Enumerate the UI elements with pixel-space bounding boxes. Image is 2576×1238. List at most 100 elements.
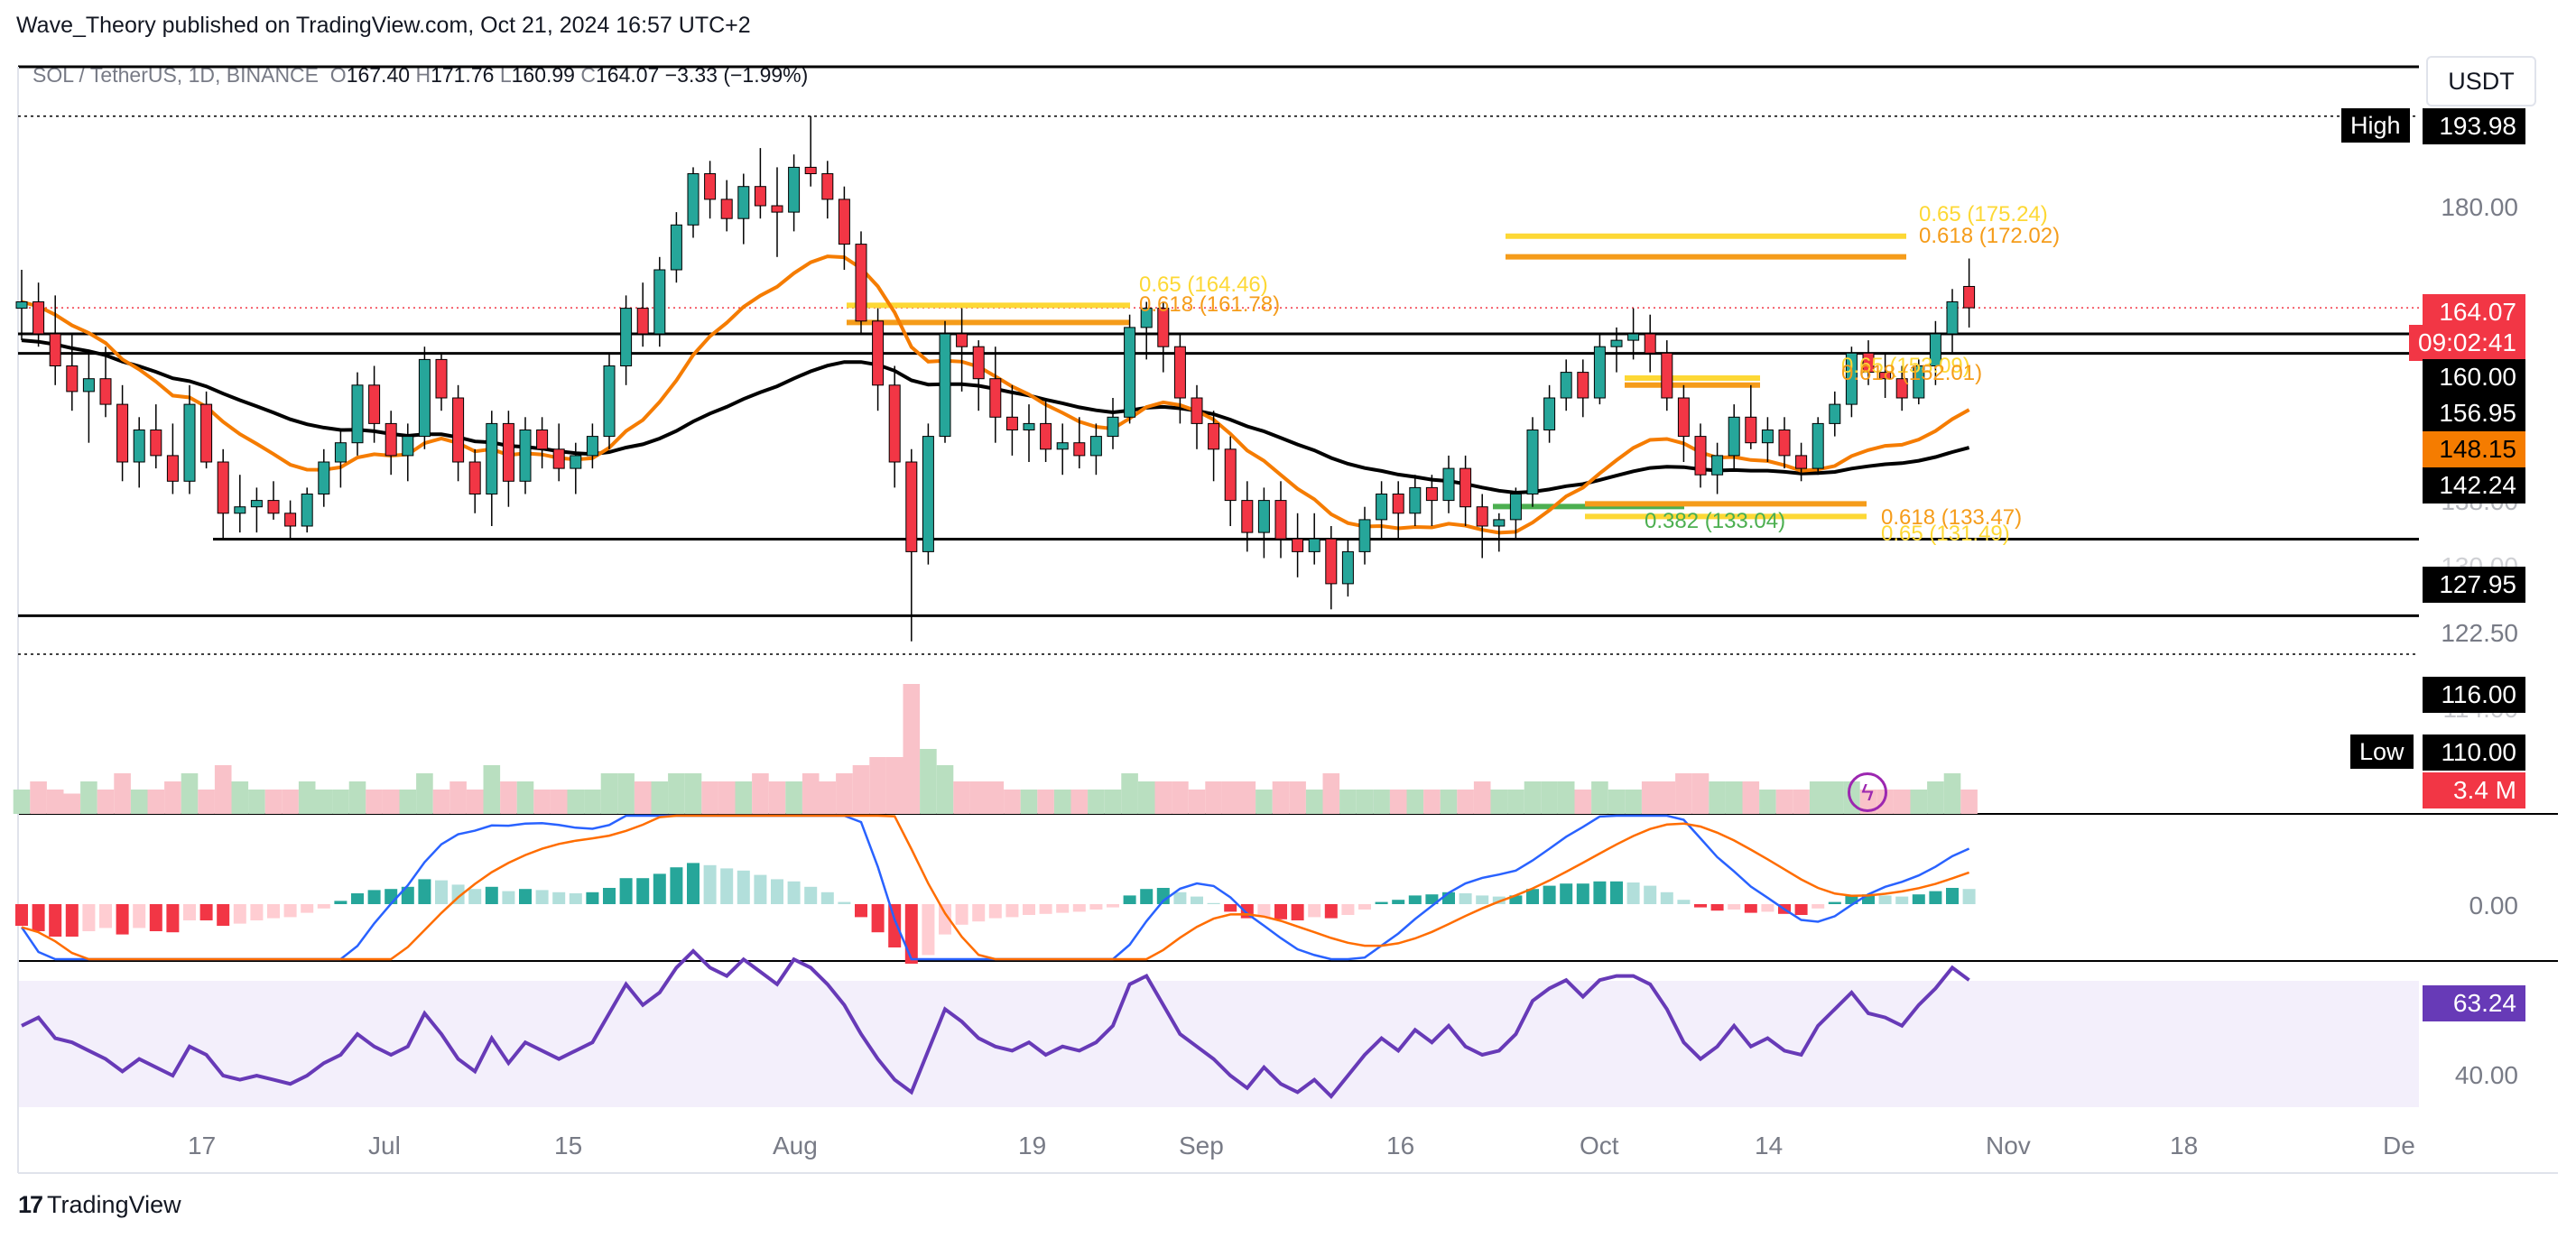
volume-bar: [584, 790, 601, 814]
macd-histogram-bar: [1560, 883, 1573, 904]
volume-bar: [1004, 790, 1021, 814]
macd-histogram-bar: [771, 879, 783, 904]
macd-histogram-bar: [787, 881, 801, 904]
candle-body: [1392, 494, 1404, 514]
volume-bar: [1272, 781, 1290, 814]
volume-bar: [885, 757, 903, 814]
currency-button[interactable]: USDT: [2426, 56, 2536, 106]
candle-body: [502, 422, 514, 482]
macd-histogram-bar: [199, 904, 213, 920]
fib-label-065-mid: 0.65 (164.46): [1139, 273, 1268, 297]
volume-bar: [1256, 790, 1273, 814]
candle-body: [1509, 494, 1522, 521]
macd-histogram-bar: [888, 904, 902, 947]
volume-bar: [768, 781, 786, 814]
candle-body: [1208, 422, 1220, 450]
macd-histogram-bar: [1358, 904, 1371, 910]
macd-histogram-bar: [367, 890, 381, 904]
macd-histogram-bar: [1660, 892, 1673, 904]
candle-body: [1577, 372, 1589, 399]
macd-histogram-bar: [1761, 904, 1774, 912]
volume-bar: [80, 781, 97, 814]
volume-bar: [1775, 790, 1793, 814]
volume-bar: [1793, 790, 1810, 814]
macd-histogram-bar: [133, 904, 146, 928]
macd-histogram-bar: [233, 904, 246, 924]
price-tick-180: 180.00: [2441, 193, 2518, 221]
macd-histogram-bar: [737, 870, 750, 904]
volume-bar: [399, 790, 417, 814]
macd-histogram-bar: [250, 904, 264, 920]
volume-bar: [1709, 781, 1726, 814]
candle-body: [956, 333, 968, 347]
low-title-tag: Low: [2350, 734, 2414, 769]
volume-bar: [449, 781, 467, 814]
fib-label-065-low: 0.65 (131.49): [1881, 522, 2010, 546]
macd-histogram-bar: [603, 888, 616, 904]
macd-histogram-bar: [1191, 896, 1203, 904]
candle-body: [570, 455, 582, 469]
candle-body: [1476, 506, 1488, 527]
macd-histogram-bar: [519, 889, 532, 904]
macd-histogram-bar: [636, 878, 650, 904]
macd-histogram-bar: [435, 880, 448, 904]
macd-histogram-bar: [855, 904, 867, 918]
volume-bar: [181, 773, 199, 814]
volume-bar: [1205, 781, 1222, 814]
candle-body: [1089, 436, 1102, 457]
macd-histogram-bar: [1173, 892, 1187, 904]
macd-histogram-bar: [670, 867, 683, 904]
volume-bar: [382, 790, 400, 814]
volume-bar: [1356, 790, 1374, 814]
macd-histogram-bar: [552, 892, 566, 904]
volume-bar: [1423, 790, 1441, 814]
candle-body: [133, 430, 145, 463]
macd-histogram-bar: [1509, 895, 1523, 904]
macd-histogram-bar: [1459, 893, 1472, 904]
volume-bar: [366, 790, 383, 814]
macd-histogram-bar: [1392, 900, 1405, 904]
volume-bar: [1053, 790, 1071, 814]
macd-histogram-bar: [1156, 888, 1170, 904]
candle-body: [1761, 430, 1774, 444]
macd-histogram-bar: [301, 904, 314, 913]
volume-bar: [1541, 781, 1558, 814]
candle-body: [788, 166, 801, 213]
low-value-tag: 110.00: [2423, 734, 2525, 771]
volume-bar: [164, 781, 181, 814]
candle-body: [1107, 416, 1119, 438]
candle-body: [150, 430, 162, 457]
candle-body: [620, 308, 633, 367]
candle-body: [1929, 333, 1941, 366]
candle-body: [217, 461, 229, 514]
volume-bar: [1373, 790, 1390, 814]
candle-body: [99, 378, 112, 405]
tradingview-logo[interactable]: 17 TradingView: [18, 1191, 181, 1219]
signal-line: [21, 814, 1970, 961]
lightning-icon[interactable]: ϟ: [1848, 772, 1887, 812]
candle-body: [804, 166, 817, 174]
macd-histogram-bar: [1610, 881, 1623, 904]
volume-bar: [785, 781, 802, 814]
candle-body: [1341, 550, 1354, 585]
volume-bar: [1675, 773, 1692, 814]
candle-body: [855, 244, 867, 322]
candle-body: [972, 346, 985, 380]
candle-body: [603, 365, 616, 438]
candle-body: [1711, 455, 1724, 476]
fib-label-0618-upper: 0.618 (172.02): [1919, 224, 2061, 248]
candle-body: [402, 436, 414, 457]
volume-bar: [1238, 781, 1256, 814]
candle-body: [939, 333, 951, 438]
macd-histogram-bar: [267, 904, 280, 919]
volume-bar: [1591, 781, 1608, 814]
candle-body: [1778, 430, 1791, 457]
macd-histogram-bar: [1962, 889, 1976, 904]
candle-body: [838, 199, 850, 245]
macd-histogram-bar: [1056, 904, 1070, 913]
candle-body: [1292, 538, 1304, 552]
volume-bar: [298, 781, 316, 814]
candle-body: [1124, 327, 1136, 418]
